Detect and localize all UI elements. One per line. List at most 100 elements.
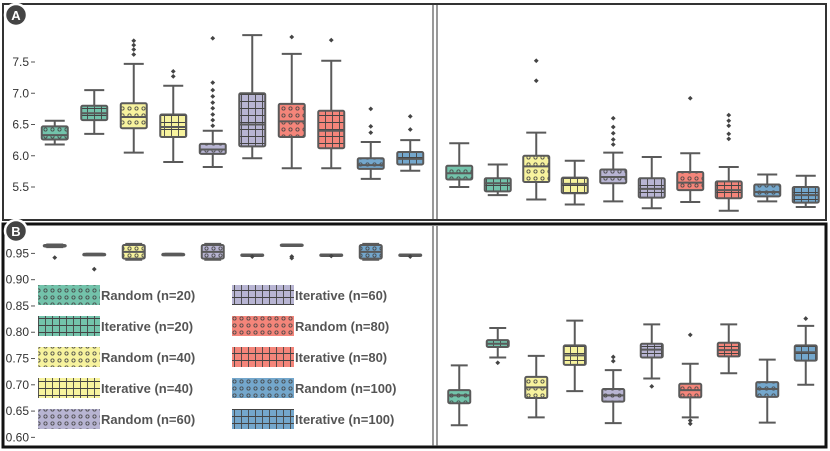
legend-label: Random (n=40) bbox=[101, 350, 195, 365]
panel-b-right-box bbox=[485, 327, 510, 366]
legend-swatch bbox=[38, 378, 100, 398]
panel-a-ytick-label: 6.0 bbox=[12, 149, 29, 163]
panel-b-right-box bbox=[639, 323, 664, 389]
panel-b-badge-circle bbox=[3, 218, 29, 244]
panel-b-left-box bbox=[200, 242, 225, 261]
legend-item: Random (n=60) bbox=[38, 409, 195, 429]
panel-a-right-box-body bbox=[753, 183, 782, 198]
panel-a-left-flier bbox=[131, 52, 137, 57]
panel-a-left-box bbox=[238, 34, 267, 160]
panel-b-badge: B bbox=[3, 218, 29, 244]
panel-b-left-flier bbox=[407, 254, 413, 259]
panel-b-left-box bbox=[358, 242, 383, 261]
panel-b-right-flier bbox=[687, 418, 693, 423]
panel-a-left-flier bbox=[131, 42, 137, 48]
legend-label: Iterative (n=80) bbox=[295, 350, 387, 365]
panel-b-right-flier bbox=[687, 421, 693, 427]
panel-a-right-box bbox=[599, 115, 628, 203]
legend-swatch bbox=[232, 378, 294, 398]
panel-a-left-flier bbox=[210, 100, 216, 106]
panel-a-right-box bbox=[445, 142, 474, 188]
legend-item: Iterative (n=60) bbox=[232, 285, 387, 305]
panel-a-right-box bbox=[637, 156, 666, 210]
panel-a-left-box-body bbox=[356, 157, 385, 170]
panel-b-left-flier bbox=[328, 253, 334, 259]
legend-swatch bbox=[232, 285, 294, 305]
panel-a-right-flier bbox=[610, 124, 616, 130]
panel-b-ytick-label: 0.65 bbox=[6, 404, 30, 418]
panel-a-right-flier bbox=[533, 78, 539, 84]
panel-a-right-box bbox=[714, 112, 743, 212]
panel-b-right-box-body bbox=[447, 389, 472, 405]
legend-label: Random (n=60) bbox=[101, 412, 195, 427]
panel-b-right-box bbox=[793, 316, 818, 386]
legend-swatch bbox=[232, 347, 294, 367]
panel-b-left-box bbox=[319, 253, 344, 259]
panel-b-left-box bbox=[121, 242, 146, 261]
panel-a-right-box-body bbox=[483, 177, 512, 193]
panel-a-left-flier bbox=[210, 93, 216, 99]
panel-a-right-flier bbox=[726, 136, 732, 142]
panel-a-ytick-label: 5.5 bbox=[12, 180, 29, 194]
legend-swatch bbox=[38, 285, 100, 305]
panel-b-ytick-label: 0.90 bbox=[6, 273, 30, 287]
panel-a-label: A bbox=[11, 8, 21, 23]
panel-a-left-box-body bbox=[238, 92, 267, 148]
panel-a-left-flier bbox=[210, 87, 216, 93]
panel-a-right-flier bbox=[726, 118, 732, 124]
panel-b-left-flier bbox=[249, 254, 255, 259]
legend-label: Iterative (n=20) bbox=[101, 319, 193, 334]
panel-b-right-flier bbox=[649, 383, 655, 389]
legend-item: Random (n=20) bbox=[38, 285, 195, 305]
panel-a-left-box bbox=[119, 38, 148, 154]
panel-a-right-box bbox=[753, 173, 782, 203]
panel-b-right-flier bbox=[610, 354, 616, 360]
panel-a-left-box bbox=[40, 119, 69, 146]
panel-a-ytick-label: 7.0 bbox=[12, 86, 29, 100]
panel-b-right-box bbox=[755, 358, 780, 424]
panel-b-right-box bbox=[601, 354, 626, 425]
legend-label: Random (n=20) bbox=[101, 288, 195, 303]
panel-b-ytick-label: 0.60 bbox=[6, 430, 30, 444]
panel-b-right-box bbox=[678, 332, 703, 427]
panel-a-right-box-body bbox=[676, 171, 705, 192]
panel-a-right-box bbox=[483, 163, 512, 197]
panel-a-left-box bbox=[396, 113, 425, 172]
legend-label: Iterative (n=40) bbox=[101, 381, 193, 396]
panel-b-right-box bbox=[562, 319, 587, 393]
panel-b-right-flier bbox=[610, 358, 616, 364]
panel-a-right-flier bbox=[610, 142, 616, 147]
panel-b-left-flier bbox=[289, 255, 295, 261]
panel-a-left-flier bbox=[210, 112, 216, 117]
legend-label: Iterative (n=100) bbox=[295, 412, 394, 427]
panel-a-left-box-body bbox=[119, 102, 148, 130]
panel-b-right-flier bbox=[495, 360, 501, 366]
panel-a-left-box bbox=[356, 106, 385, 180]
legend-item: Random (n=100) bbox=[232, 378, 397, 398]
legend-swatch bbox=[232, 409, 294, 429]
panel-a-left-flier bbox=[368, 130, 374, 136]
legend-label: Random (n=80) bbox=[295, 319, 389, 334]
panel-a-left-box bbox=[317, 37, 346, 170]
panel-b-ytick-label: 0.70 bbox=[6, 378, 30, 392]
panel-a-left-flier bbox=[368, 123, 374, 129]
legend: Random (n=20) Iterative (n=20) Random (n=4… bbox=[38, 285, 397, 429]
panel-b-ytick-label: 0.85 bbox=[6, 299, 30, 313]
panel-b-left-box bbox=[240, 253, 265, 259]
panel-a-left-flier bbox=[210, 35, 216, 41]
panel-a-badge-circle bbox=[3, 2, 29, 28]
panel-a-right-flier bbox=[726, 123, 732, 129]
panel-a-right-flier bbox=[726, 112, 732, 118]
panel-a-left-flier bbox=[210, 80, 216, 86]
panel-b-right-box bbox=[447, 364, 472, 427]
panel-a-left-flier bbox=[131, 47, 137, 52]
panel-a-left-flier bbox=[210, 123, 216, 129]
panel-a-left-flier bbox=[289, 34, 295, 40]
panel-a-left-box-body bbox=[317, 109, 346, 150]
legend-swatch bbox=[38, 409, 100, 429]
panel-b-left-box bbox=[42, 243, 67, 261]
panel-b-left-box bbox=[82, 252, 107, 272]
panel-a-ytick-label: 7.5 bbox=[12, 55, 29, 69]
legend-swatch bbox=[38, 316, 100, 336]
legend-label: Iterative (n=60) bbox=[295, 288, 387, 303]
